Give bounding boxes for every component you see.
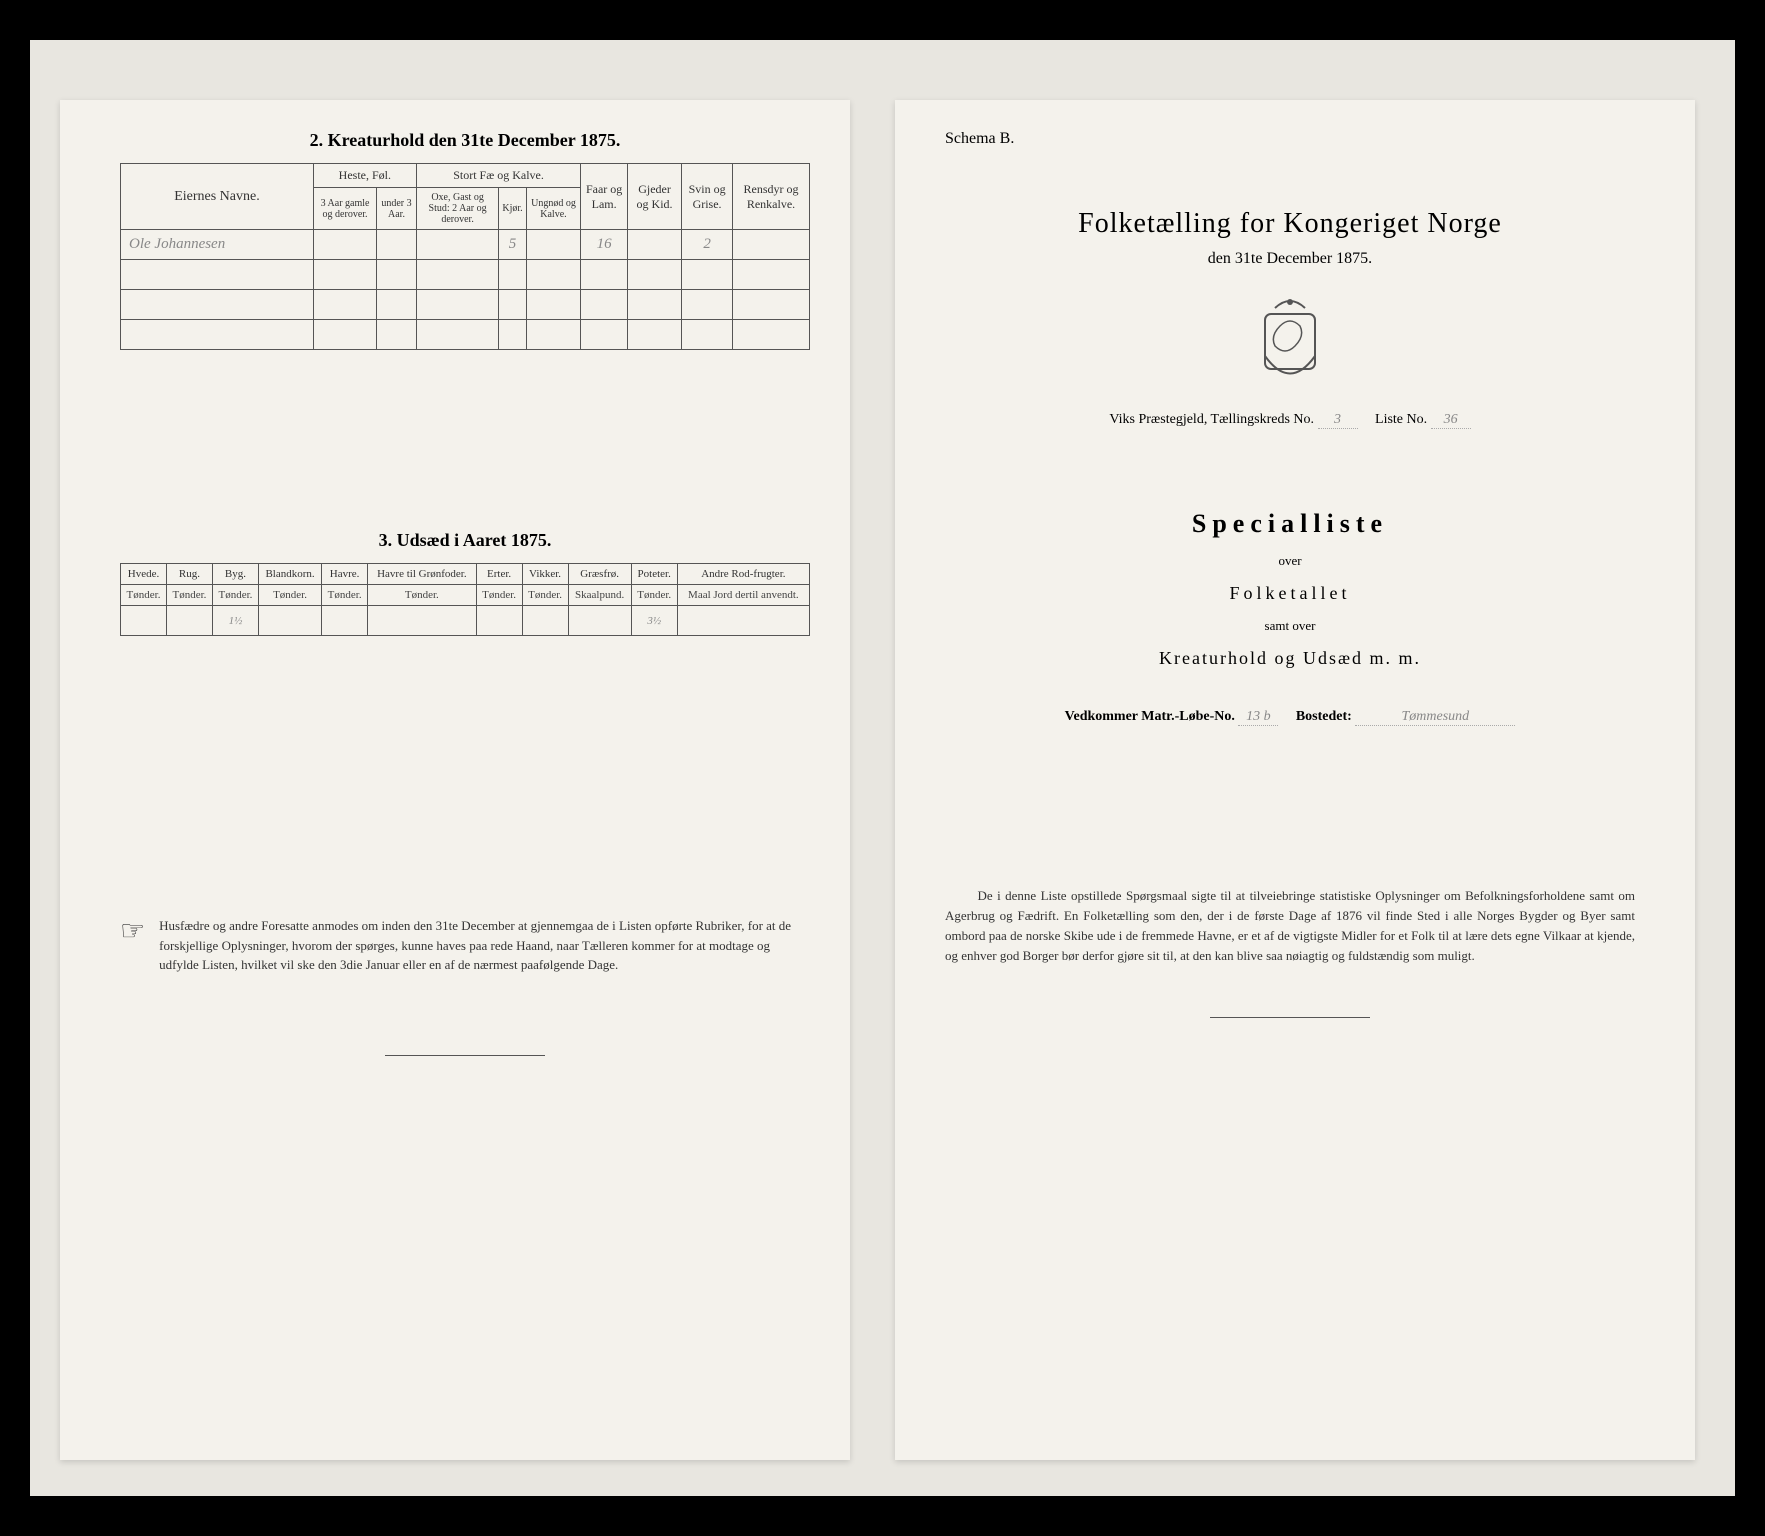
samt-label: samt over [945, 618, 1635, 634]
vedkommer-line: Vedkommer Matr.-Løbe-No. 13 b Bostedet: … [945, 709, 1635, 726]
unit-vikker: Tønder. [522, 585, 568, 606]
unit-rodfrugter: Maal Jord dertil anvendt. [677, 585, 809, 606]
col-svin: Svin og Grise. [682, 164, 733, 230]
main-subtitle: den 31te December 1875. [945, 250, 1635, 268]
col-graesfro: Græsfrø. [568, 564, 631, 585]
col-havre: Havre. [322, 564, 368, 585]
kreaturhold-table: Eiernes Navne. Heste, Føl. Stort Fæ og K… [120, 163, 810, 350]
section2-title: 2. Kreaturhold den 31te December 1875. [120, 130, 810, 151]
col-fae-kjor: Kjør. [499, 188, 526, 230]
unit-poteter: Tønder. [631, 585, 677, 606]
table-row [121, 260, 810, 290]
right-footnote-text: De i denne Liste opstillede Spørgsmaal s… [945, 886, 1635, 967]
col-rodfrugter: Andre Rod-frugter. [677, 564, 809, 585]
left-footnote-text: Husfædre og andre Foresatte anmodes om i… [159, 916, 810, 975]
kreds-line: Viks Præstegjeld, Tællingskreds No. 3 Li… [945, 412, 1635, 429]
col-hvede: Hvede. [121, 564, 167, 585]
left-page: 2. Kreaturhold den 31te December 1875. E… [60, 100, 850, 1460]
liste-no: 36 [1431, 412, 1471, 429]
col-blandkorn: Blandkorn. [258, 564, 321, 585]
left-footer-rule [385, 1055, 545, 1056]
col-heste-group: Heste, Føl. [313, 164, 416, 188]
col-rensdyr: Rensdyr og Renkalve. [733, 164, 810, 230]
col-vikker: Vikker. [522, 564, 568, 585]
col-havre-gron: Havre til Grønfoder. [368, 564, 476, 585]
col-fae-oxe: Oxe, Gast og Stud: 2 Aar og derover. [416, 188, 499, 230]
main-title: Folketælling for Kongeriget Norge [945, 208, 1635, 240]
liste-label: Liste No. [1375, 412, 1427, 427]
unit-graesfro: Skaalpund. [568, 585, 631, 606]
col-fae-group: Stort Fæ og Kalve. [416, 164, 581, 188]
unit-erter: Tønder. [476, 585, 522, 606]
unit-havre: Tønder. [322, 585, 368, 606]
unit-blandkorn: Tønder. [258, 585, 321, 606]
kreds-prefix: Viks Præstegjeld, Tællingskreds No. [1109, 412, 1314, 427]
table-row [121, 320, 810, 350]
unit-hvede: Tønder. [121, 585, 167, 606]
col-heste-under3: under 3 Aar. [377, 188, 417, 230]
bostedet-value: Tømmesund [1355, 709, 1515, 726]
unit-byg: Tønder. [212, 585, 258, 606]
bostedet-label: Bostedet: [1296, 709, 1352, 724]
scan-background: 2. Kreaturhold den 31te December 1875. E… [30, 40, 1735, 1496]
right-page: Schema B. Folketælling for Kongeriget No… [895, 100, 1695, 1460]
cell-svin: 2 [682, 230, 733, 260]
kreds-no: 3 [1318, 412, 1358, 429]
over-label: over [945, 553, 1635, 569]
col-faar: Faar og Lam. [581, 164, 628, 230]
pointing-hand-icon: ☞ [120, 916, 145, 975]
col-byg: Byg. [212, 564, 258, 585]
table-row: Ole Johannesen 5 16 2 [121, 230, 810, 260]
right-footer-rule [1210, 1017, 1370, 1018]
left-footnote-block: ☞ Husfædre og andre Foresatte anmodes om… [120, 916, 810, 975]
vedk-label: Vedkommer Matr.-Løbe-No. [1065, 709, 1235, 724]
cell-byg: 1½ [212, 606, 258, 636]
col-fae-ungnod: Ungnød og Kalve. [526, 188, 581, 230]
col-erter: Erter. [476, 564, 522, 585]
folketallet-heading: Folketallet [945, 583, 1635, 604]
utsaed-table: Hvede. Rug. Byg. Blandkorn. Havre. Havre… [120, 563, 810, 636]
col-heste-3aar: 3 Aar gamle og derover. [313, 188, 376, 230]
cell-name: Ole Johannesen [121, 230, 314, 260]
cell-faar: 16 [581, 230, 628, 260]
unit-rug: Tønder. [166, 585, 212, 606]
cell-poteter: 3½ [631, 606, 677, 636]
coat-of-arms-icon [1255, 296, 1325, 386]
col-rug: Rug. [166, 564, 212, 585]
col-gjeder: Gjeder og Kid. [627, 164, 681, 230]
table-row: 1½ 3½ [121, 606, 810, 636]
col-eier: Eiernes Navne. [121, 164, 314, 230]
table-row [121, 290, 810, 320]
cell-kjor: 5 [499, 230, 526, 260]
vedk-no: 13 b [1238, 709, 1278, 726]
col-poteter: Poteter. [631, 564, 677, 585]
specialliste-heading: Specialliste [945, 509, 1635, 539]
unit-havre-gron: Tønder. [368, 585, 476, 606]
section3-title: 3. Udsæd i Aaret 1875. [120, 530, 810, 551]
schema-label: Schema B. [945, 130, 1635, 148]
kreaturhold-heading: Kreaturhold og Udsæd m. m. [945, 648, 1635, 669]
